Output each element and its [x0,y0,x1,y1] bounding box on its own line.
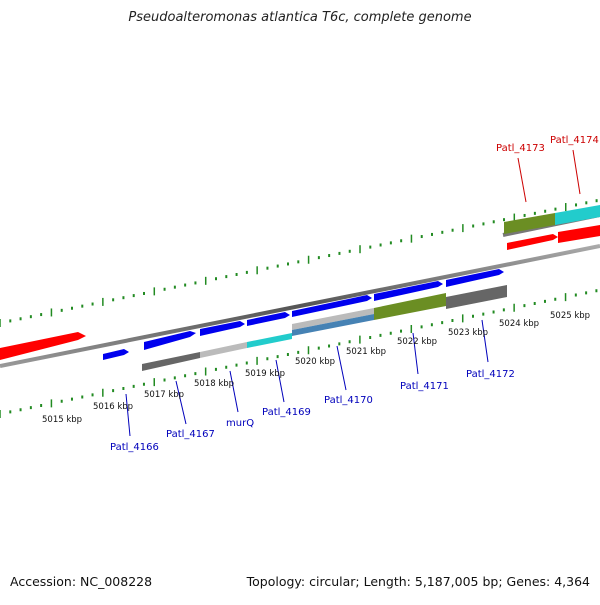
feature-bar-steel [292,314,374,336]
gene-arrow-patl4167[interactable] [144,331,196,350]
gene-arrow-patl4174[interactable] [558,225,600,243]
feature-bar-cyan-2 [555,205,600,225]
gene-arrow-red-left[interactable] [0,332,86,360]
gene-label[interactable]: Patl_4169 [262,407,311,418]
feature-bar-gray-1 [142,352,200,371]
feature-bar-gray-2 [446,285,507,309]
map-title: Pseudoalteromonas atlantica T6c, complet… [128,10,472,25]
feature-bar-lightgray-2 [292,308,374,330]
scale-label: 5020 kbp [295,357,335,367]
gene-arrow-patl4170[interactable] [292,295,372,317]
feature-bars [142,205,600,371]
gene-arrow-patl4172[interactable] [446,269,504,287]
scale-label: 5023 kbp [448,328,488,338]
feature-bar-olive-1 [374,293,446,320]
gene-arrow-murq[interactable] [200,321,245,336]
topology-text: Topology: circular; Length: 5,187,005 bp… [246,574,590,589]
scale-label: 5022 kbp [397,337,437,347]
genome-backbone-main [0,244,600,368]
scale-label: 5016 kbp [93,402,133,412]
scale-label: 5017 kbp [144,390,184,400]
feature-bar-cyan-1 [247,333,292,348]
scale-label: 5015 kbp [42,415,82,425]
feature-bar-olive-2 [504,213,555,234]
gene-arrow-patl4171[interactable] [374,281,443,301]
gene-label-red[interactable]: Patl_4173 [496,143,545,154]
gene-arrow-patl4166[interactable] [103,349,129,360]
scale-label: 5018 kbp [194,379,234,389]
gene-label-red[interactable]: Patl_4174 [550,135,599,146]
gene-arrow-patl4173[interactable] [507,234,558,250]
scale-ticks-lower [0,289,598,418]
scale-ticks-upper [0,199,598,327]
scale-labels: 5015 kbp 5016 kbp 5017 kbp 5018 kbp 5019 kbp… [42,311,590,425]
gene-label[interactable]: Patl_4166 [110,442,159,453]
gene-arrow-patl4169[interactable] [247,312,290,326]
gene-labels: Patl_4166 Patl_4167 murQ Patl_4169 Patl_4170… [110,135,599,453]
scale-label: 5019 kbp [245,369,285,379]
scale-label: 5024 kbp [499,319,539,329]
forward-strand-genes [0,225,600,360]
gene-label[interactable]: Patl_4167 [166,429,215,440]
gene-label[interactable]: Patl_4170 [324,395,373,406]
feature-bar-lightgray-1 [200,342,247,358]
gene-callouts [125,149,581,437]
gene-label[interactable]: murQ [226,418,254,429]
gene-label[interactable]: Patl_4171 [400,381,449,392]
scale-label: 5025 kbp [550,311,590,321]
accession-text: Accession: NC_008228 [10,574,153,589]
scale-label: 5021 kbp [346,347,386,357]
gene-label[interactable]: Patl_4172 [466,369,515,380]
